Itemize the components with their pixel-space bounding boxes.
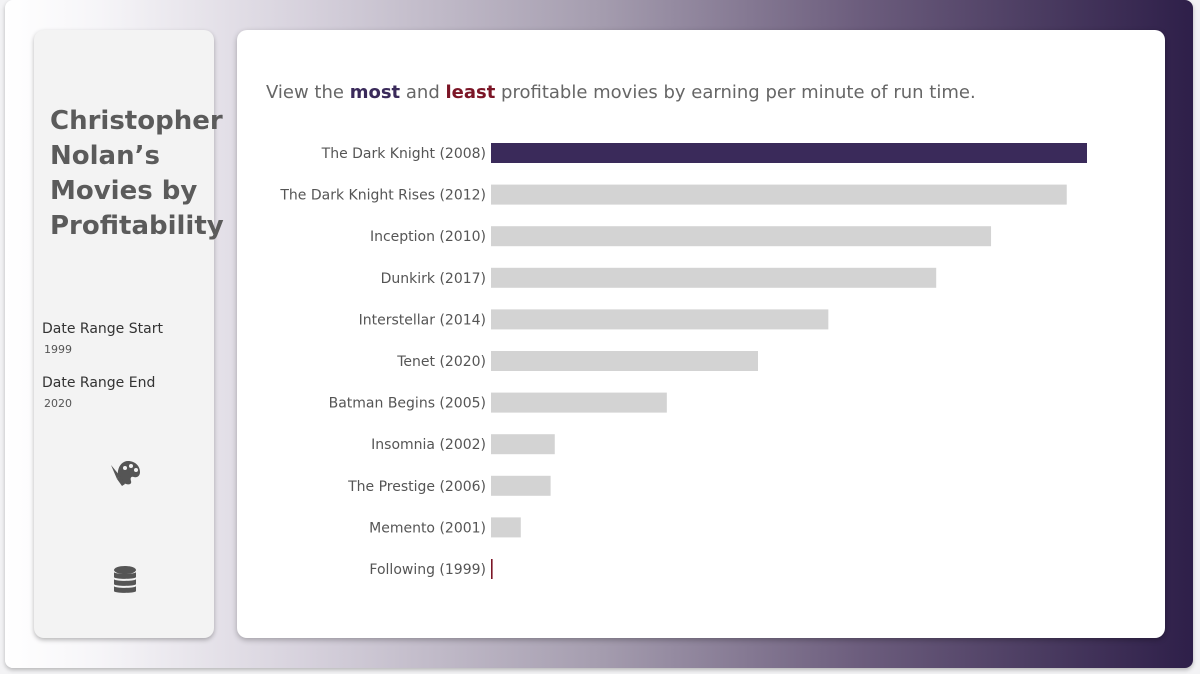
bar[interactable] xyxy=(491,475,551,496)
category-label: Following (1999) xyxy=(369,562,486,578)
palette-icon[interactable] xyxy=(108,457,142,491)
headline-most: most xyxy=(349,82,401,103)
date-range-start-value[interactable]: 1999 xyxy=(44,343,72,356)
bar[interactable] xyxy=(491,517,521,538)
category-label: Tenet (2020) xyxy=(396,354,486,370)
category-label: Insomnia (2002) xyxy=(371,437,486,453)
bar[interactable] xyxy=(491,226,992,247)
headline-prefix: View the xyxy=(266,82,350,103)
bar[interactable] xyxy=(491,184,1067,205)
date-range-start-label: Date Range Start xyxy=(42,321,163,337)
category-label: The Prestige (2006) xyxy=(347,479,486,495)
sidebar-panel: Christopher Nolan’s Movies by Profitabil… xyxy=(34,30,224,638)
chart-panel: View the most and least profitable movie… xyxy=(237,30,1165,638)
date-range-end-label: Date Range End xyxy=(42,375,156,391)
category-label: Memento (2001) xyxy=(369,520,486,536)
category-label: The Dark Knight Rises (2012) xyxy=(279,188,486,204)
headline-suffix: profitable movies by earning per minute … xyxy=(495,82,976,103)
category-label: Dunkirk (2017) xyxy=(381,271,486,287)
category-label: The Dark Knight (2008) xyxy=(321,146,486,162)
bar[interactable] xyxy=(491,143,1087,163)
headline-least: least xyxy=(445,82,496,103)
bar[interactable] xyxy=(491,392,667,413)
dashboard-title: Christopher Nolan’s Movies by Profitabil… xyxy=(50,106,224,241)
category-label: Inception (2010) xyxy=(370,229,486,245)
date-range-end-value[interactable]: 2020 xyxy=(44,397,72,410)
bar[interactable] xyxy=(491,434,555,455)
category-label: Batman Begins (2005) xyxy=(329,396,486,412)
bar[interactable] xyxy=(491,559,493,579)
bar-chart: The Dark Knight (2008) The Dark Knight Ri… xyxy=(279,143,1087,579)
bar[interactable] xyxy=(491,267,937,288)
database-icon[interactable] xyxy=(108,563,142,597)
bar[interactable] xyxy=(491,351,759,371)
chart-headline: View the most and least profitable movie… xyxy=(266,82,976,103)
category-label: Interstellar (2014) xyxy=(359,312,486,328)
headline-middle: and xyxy=(400,82,446,103)
bar[interactable] xyxy=(491,309,829,330)
